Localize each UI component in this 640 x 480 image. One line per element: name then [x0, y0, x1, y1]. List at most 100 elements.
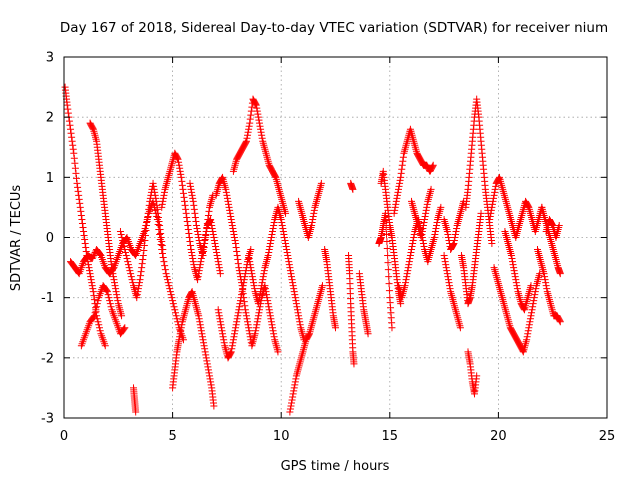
- data-point: [420, 243, 428, 251]
- data-point: [251, 285, 259, 293]
- data-point: [200, 342, 208, 350]
- data-point: [296, 318, 304, 326]
- data-point: [528, 309, 536, 317]
- data-point: [126, 267, 134, 275]
- data-point: [153, 205, 161, 213]
- data-point: [241, 270, 249, 278]
- data-point: [255, 297, 263, 305]
- data-point: [215, 312, 223, 320]
- data-point: [452, 230, 460, 238]
- data-point: [419, 224, 427, 232]
- y-axis-label: SDTVAR / TECUs: [9, 185, 24, 292]
- data-point: [523, 336, 531, 344]
- data-point: [238, 288, 246, 296]
- data-point: [284, 255, 292, 263]
- data-point: [523, 333, 531, 341]
- data-point: [542, 279, 550, 287]
- data-point: [119, 240, 127, 248]
- data-point: [495, 174, 503, 182]
- data-point: [431, 227, 439, 235]
- data-point: [86, 270, 94, 278]
- data-point: [214, 306, 222, 314]
- data-point: [219, 330, 227, 338]
- data-point: [122, 252, 130, 260]
- data-point: [257, 285, 265, 293]
- data-point: [73, 179, 81, 187]
- data-point: [94, 297, 102, 305]
- data-point: [140, 227, 148, 235]
- data-point: [310, 209, 318, 217]
- data-point: [208, 224, 216, 232]
- data-point: [193, 224, 201, 232]
- data-point: [246, 261, 254, 269]
- data-point: [383, 230, 391, 238]
- data-point: [137, 272, 145, 280]
- data-point: [556, 317, 564, 325]
- data-point: [241, 306, 249, 314]
- data-point: [254, 300, 262, 308]
- data-point: [227, 348, 235, 356]
- data-point: [119, 237, 127, 245]
- data-point: [185, 234, 193, 241]
- data-point: [258, 279, 266, 287]
- data-point: [175, 158, 183, 166]
- data-point: [519, 347, 527, 355]
- data-point: [202, 351, 210, 359]
- data-point: [308, 221, 316, 229]
- data-point: [264, 297, 272, 305]
- data-point: [422, 209, 430, 217]
- data-point: [286, 408, 294, 416]
- data-point: [294, 309, 302, 317]
- data-point: [228, 342, 236, 350]
- data-point: [244, 318, 252, 326]
- data-point: [159, 254, 167, 262]
- data-point: [409, 240, 417, 248]
- data-point: [207, 378, 215, 386]
- data-point: [160, 191, 168, 199]
- data-point: [89, 288, 97, 296]
- data-point: [432, 224, 440, 232]
- data-point: [180, 193, 188, 201]
- data-point: [231, 330, 239, 338]
- data-point: [181, 201, 189, 209]
- data-point: [161, 262, 169, 270]
- data-point: [242, 137, 250, 145]
- data-point: [216, 270, 224, 278]
- data-point: [217, 321, 225, 329]
- data-point: [295, 312, 303, 320]
- data-point: [249, 276, 257, 284]
- data-point: [210, 234, 218, 241]
- data-point: [164, 276, 172, 284]
- data-point: [421, 215, 429, 223]
- data-point: [229, 336, 237, 344]
- data-point: [391, 203, 399, 211]
- data-point: [69, 141, 77, 149]
- data-point: [244, 321, 252, 329]
- data-point: [186, 179, 194, 187]
- data-point: [450, 240, 458, 248]
- data-point: [138, 260, 146, 268]
- y-tick-label: 2: [46, 111, 54, 126]
- data-point: [531, 291, 539, 299]
- data-point: [236, 300, 244, 308]
- data-point: [94, 318, 102, 326]
- data-point: [525, 324, 533, 332]
- data-point: [513, 285, 521, 293]
- data-point: [265, 249, 273, 257]
- data-point: [292, 375, 300, 383]
- data-point: [187, 246, 195, 254]
- data-point: [263, 294, 271, 302]
- data-point: [109, 270, 117, 278]
- data-point: [189, 194, 197, 202]
- data-point: [207, 218, 215, 226]
- data-point: [205, 207, 213, 215]
- data-point: [165, 282, 173, 290]
- data-point: [109, 273, 117, 281]
- data-point: [250, 282, 258, 290]
- data-point: [198, 333, 206, 341]
- data-point: [285, 261, 293, 269]
- x-tick-label: 20: [490, 429, 507, 444]
- data-point: [164, 279, 172, 287]
- data-point: [245, 122, 253, 130]
- data-point: [214, 255, 222, 263]
